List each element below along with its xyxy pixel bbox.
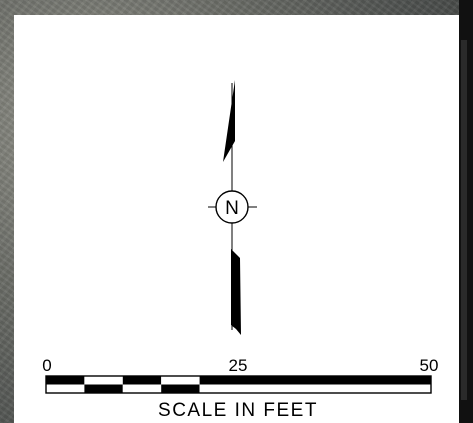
scale-bar: 0 25 50 SCALE IN FEET (42, 356, 438, 421)
north-arrow: N (208, 80, 257, 335)
scale-tick-label-50: 50 (420, 356, 439, 375)
scale-segment-upper (161, 376, 200, 385)
scale-segment-major (238, 376, 431, 385)
scale-caption: SCALE IN FEET (158, 400, 318, 421)
scale-segment-lower (199, 384, 238, 393)
scale-segment-lower (46, 384, 85, 393)
scale-segment-upper (84, 376, 123, 385)
scale-bar-outline (45, 375, 432, 394)
scale-segment-upper (199, 376, 238, 385)
window-edge (459, 0, 473, 423)
north-arrow-head (223, 80, 235, 162)
map-legend-panel: N 0 25 50 SCALE IN FEET (14, 15, 459, 423)
scale-segment-upper (46, 376, 85, 385)
scale-segment-lower (122, 384, 162, 393)
north-circle (215, 190, 249, 224)
scale-segments (46, 376, 431, 393)
scale-segment-upper (122, 376, 162, 385)
scale-tick-label-0: 0 (42, 356, 51, 375)
north-arrow-tail (231, 249, 241, 335)
legend-graphic: N 0 25 50 SCALE IN FEET (42, 80, 438, 421)
scale-segment-lower (84, 384, 123, 393)
scale-segment-lower (161, 384, 200, 393)
scale-segment-major-empty (238, 384, 431, 393)
north-letter: N (225, 198, 239, 219)
scale-tick-label-25: 25 (229, 356, 248, 375)
